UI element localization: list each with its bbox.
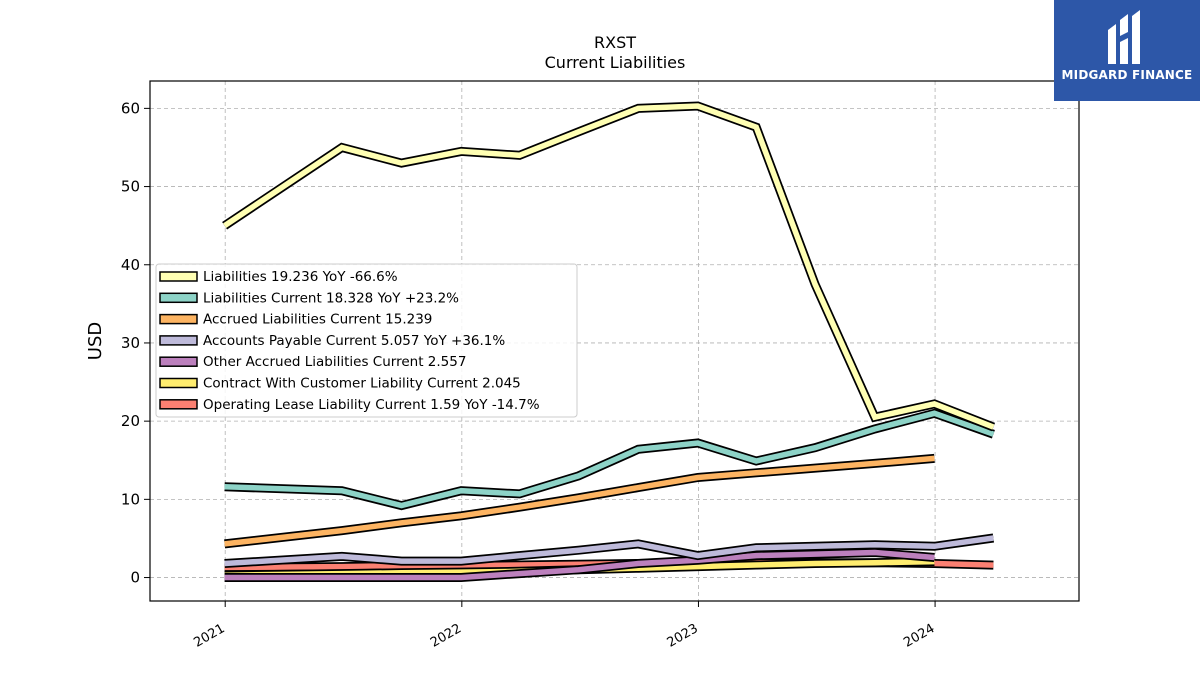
y-tick-label: 30: [121, 334, 140, 352]
legend-item: Accrued Liabilities Current 15.239: [159, 312, 432, 328]
legend-label: Other Accrued Liabilities Current 2.557: [203, 354, 466, 370]
legend-label: Contract With Customer Liability Current…: [203, 376, 521, 392]
legend-swatch: [159, 399, 198, 410]
legend-item: Accounts Payable Current 5.057 YoY +36.1…: [159, 333, 505, 349]
legend-item: Contract With Customer Liability Current…: [159, 376, 521, 392]
y-tick-label: 60: [121, 99, 140, 117]
legend-item: Liabilities Current 18.328 YoY +23.2%: [159, 290, 459, 306]
y-tick-label: 10: [121, 490, 140, 508]
series-line: [222, 101, 996, 432]
x-tick-label: 2023: [665, 621, 701, 651]
chart-title: RXST: [594, 33, 636, 52]
legend-swatch: [159, 313, 198, 325]
logo-text: MIDGARD FINANCE: [1061, 68, 1193, 82]
x-tick-label: 2022: [428, 621, 464, 651]
y-tick-label: 0: [130, 569, 140, 587]
series-line: [224, 533, 995, 568]
midgard-finance-logo: MIDGARD FINANCE: [1054, 0, 1200, 101]
legend-swatch: [159, 271, 198, 282]
legend-label: Liabilities 19.236 YoY -66.6%: [203, 269, 398, 285]
legend-label: Operating Lease Liability Current 1.59 Y…: [203, 397, 540, 413]
series-line-fill: [224, 549, 935, 581]
series-line-fill: [224, 410, 995, 509]
legend-swatch: [159, 335, 198, 346]
series-line: [224, 408, 995, 511]
series-line: [224, 453, 935, 549]
legend: Liabilities 19.236 YoY -66.6% Liabilities…: [155, 263, 578, 418]
legend-item: Other Accrued Liabilities Current 2.557: [159, 354, 466, 370]
legend-label: Liabilities Current 18.328 YoY +23.2%: [203, 290, 459, 306]
series-line-fill: [224, 535, 994, 567]
x-tick-label: 2024: [901, 621, 937, 651]
legend-label: Accounts Payable Current 5.057 YoY +36.1…: [203, 333, 505, 349]
x-tick-label: 2021: [191, 621, 227, 651]
chart-subtitle: Current Liabilities: [545, 53, 686, 72]
legend-swatch: [159, 356, 198, 367]
series-line-fill: [224, 455, 935, 547]
series-line-fill: [223, 103, 995, 430]
y-tick-label: 40: [121, 256, 140, 274]
legend-label: Accrued Liabilities Current 15.239: [203, 312, 432, 328]
y-tick-label: 20: [121, 412, 140, 430]
legend-item: Liabilities 19.236 YoY -66.6%: [159, 269, 398, 285]
logo-mark-icon: [1108, 10, 1140, 64]
y-axis-label: USD: [85, 322, 106, 360]
series-line: [224, 547, 935, 582]
legend-swatch: [159, 292, 198, 304]
legend-swatch: [159, 377, 198, 389]
legend-box: [155, 263, 578, 418]
y-tick-label: 50: [121, 178, 140, 196]
legend-item: Operating Lease Liability Current 1.59 Y…: [159, 397, 540, 413]
plot-frame: [149, 80, 1080, 602]
series-layer: [222, 101, 996, 582]
